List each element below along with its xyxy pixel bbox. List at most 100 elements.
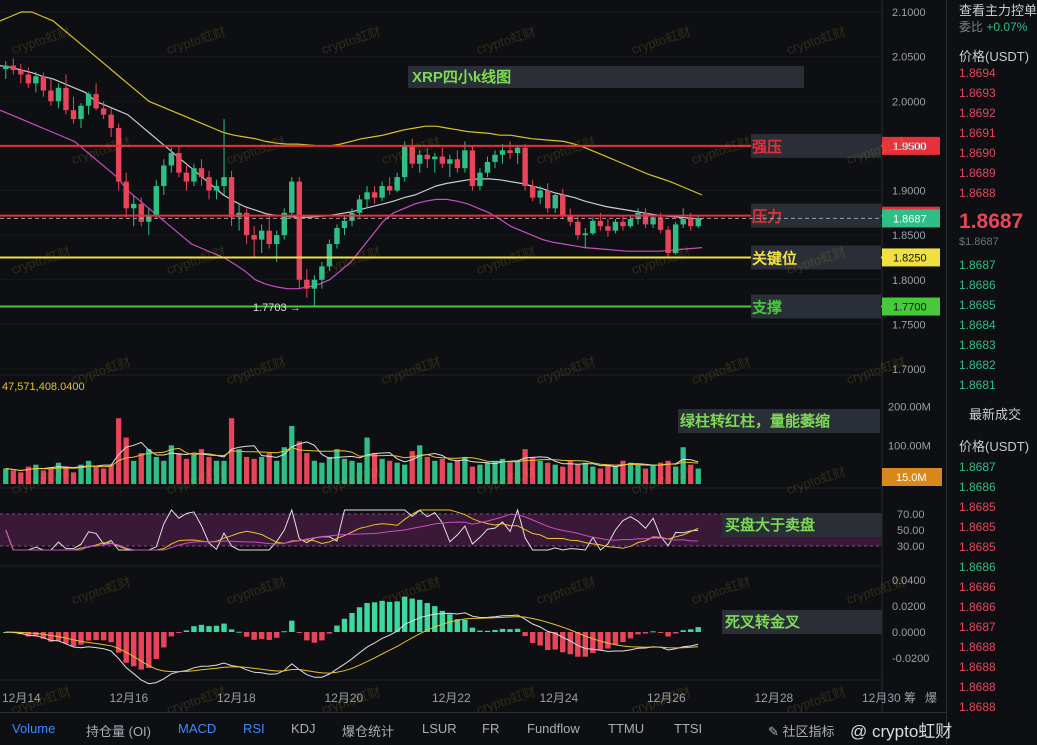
- volume-bar: [108, 464, 114, 484]
- community-indicators-button[interactable]: ✎ 社区指标: [768, 724, 835, 739]
- indicator-tab[interactable]: TTSI: [674, 721, 703, 736]
- indicator-tab[interactable]: 持仓量 (OI): [86, 724, 151, 739]
- candle-body: [401, 145, 408, 178]
- rsi-tick-label: 50.00: [897, 525, 925, 537]
- volume-bar: [123, 437, 129, 484]
- trade-price: 1.8686: [959, 580, 996, 594]
- volume-bar: [642, 468, 649, 484]
- macd-histogram-bar: [492, 629, 498, 632]
- rsi-annotation-box: [722, 513, 882, 537]
- volume-bar: [326, 456, 333, 484]
- macd-histogram-bar: [432, 606, 438, 632]
- level-label-box: [751, 294, 881, 319]
- candle-body: [575, 221, 581, 236]
- macd-histogram-bar: [3, 632, 9, 633]
- volume-bar: [612, 466, 619, 484]
- title-box: [408, 66, 804, 88]
- trade-price: 1.8685: [959, 500, 996, 514]
- volume-bar: [10, 470, 16, 484]
- volume-bar: [552, 464, 558, 484]
- macd-histogram-bar: [462, 619, 468, 632]
- latest-trades-title[interactable]: 最新成交: [969, 407, 1022, 422]
- volume-bar: [575, 464, 581, 484]
- indicator-tab[interactable]: MACD: [178, 721, 217, 736]
- candle-body: [115, 128, 122, 182]
- candle-body: [371, 192, 378, 198]
- indicator-tab[interactable]: LSUR: [422, 721, 457, 736]
- volume-bar: [183, 458, 190, 484]
- macd-histogram-bar: [507, 629, 513, 632]
- macd-histogram-bar: [40, 632, 47, 639]
- indicator-tab[interactable]: KDJ: [291, 721, 316, 736]
- candle-body: [582, 233, 589, 236]
- order-book-panel: 查看主力控单 委比 +0.07% 价格(USDT) 1.8694 1.8693 1.…: [946, 0, 1037, 744]
- candle-body: [356, 199, 363, 213]
- volume-bar: [349, 460, 355, 484]
- indicator-tab[interactable]: Volume: [12, 721, 56, 736]
- macd-histogram-bar: [529, 632, 536, 643]
- candle-body: [341, 220, 348, 228]
- macd-histogram-bar: [153, 632, 160, 659]
- macd-histogram-bar: [48, 632, 54, 642]
- volume-bar: [221, 460, 227, 484]
- volume-bar: [635, 464, 641, 484]
- volume-bar: [492, 460, 498, 484]
- volume-bar: [236, 449, 242, 484]
- level-label-box: [751, 133, 881, 158]
- candle-body: [228, 177, 235, 218]
- volume-bar: [454, 460, 461, 484]
- volume-bar: [281, 447, 287, 484]
- candle-body: [688, 219, 694, 227]
- macd-histogram-bar: [221, 623, 227, 632]
- last-price-text: 1.8687: [893, 213, 927, 225]
- chart-area[interactable]: 强压1.9500压力1.8718关键位1.8250支撑1.77001.8687 …: [0, 0, 946, 712]
- macd-histogram-bar: [635, 632, 641, 635]
- axis-extra-label: 爆: [925, 691, 937, 705]
- volume-header: 47,571,408.0400: [2, 381, 85, 393]
- indicator-tab[interactable]: TTMU: [608, 721, 645, 736]
- level-label: 强压: [752, 139, 782, 156]
- ask-price: 1.8690: [959, 146, 996, 160]
- volume-bar: [311, 460, 317, 484]
- volume-bar: [191, 454, 197, 484]
- volume-bar: [116, 418, 122, 484]
- candle-body: [650, 217, 656, 225]
- trade-price: 1.8686: [959, 480, 996, 494]
- indicator-tab[interactable]: 爆仓统计: [342, 724, 395, 739]
- level-label-box: [751, 203, 881, 228]
- macd-histogram-bar: [85, 632, 92, 641]
- candle-body: [695, 218, 701, 227]
- macd-histogram-bar: [198, 624, 205, 632]
- band-upper-line: [0, 11, 703, 196]
- macd-histogram-bar: [394, 601, 400, 632]
- volume-bar: [48, 468, 54, 484]
- trade-price-header: 价格(USDT): [959, 439, 1030, 454]
- chart-title: XRP四小k线图: [412, 68, 511, 86]
- macd-histogram-bar: [484, 630, 491, 632]
- main-control-link[interactable]: 查看主力控单: [959, 3, 1037, 18]
- candle-body: [63, 87, 69, 111]
- price-tick-label: 1.8000: [892, 275, 926, 287]
- volume-bar: [597, 468, 604, 484]
- x-tick-label: 12月24: [540, 691, 579, 705]
- indicator-tab[interactable]: RSI: [243, 721, 265, 736]
- volume-bar: [695, 468, 701, 484]
- candle-body: [161, 165, 167, 187]
- axis-extra-label: 筹: [904, 691, 916, 705]
- candle-body: [529, 186, 536, 198]
- macd-histogram-bar: [695, 627, 701, 632]
- price-tick-label: 1.9500: [892, 141, 926, 153]
- candle-body: [85, 94, 92, 106]
- candle-body: [40, 76, 47, 91]
- indicator-tab[interactable]: Fundflow: [527, 721, 580, 736]
- x-tick-label: 12月18: [217, 691, 256, 705]
- price-tick-label: 2.0500: [892, 52, 926, 64]
- indicator-tab[interactable]: FR: [482, 721, 500, 736]
- macd-histogram-bar: [115, 632, 122, 653]
- macd-histogram-bar: [688, 629, 694, 632]
- trade-price: 1.8687: [959, 620, 996, 634]
- candle-body: [349, 212, 355, 221]
- volume-bar: [274, 460, 280, 484]
- candle-body: [537, 190, 543, 198]
- x-tick-label: 12月20: [325, 691, 364, 705]
